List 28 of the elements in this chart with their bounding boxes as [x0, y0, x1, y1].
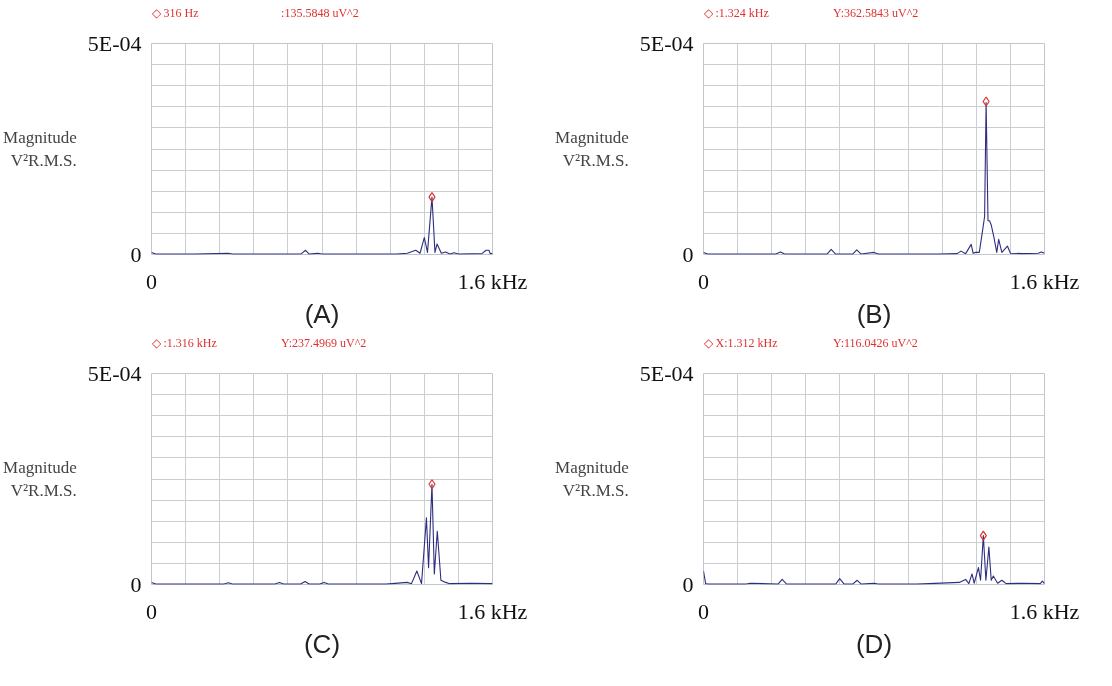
y-tick-label: 5E-04 — [639, 361, 694, 386]
text: Y:237.4969 uV^2 — [281, 336, 367, 351]
text: ◇ :1.324 kHz — [703, 6, 769, 21]
text: ◇ :1.316 kHz — [151, 336, 217, 351]
text: (C) — [303, 628, 341, 659]
text: Y:362.5843 uV^2 — [833, 6, 919, 21]
text: Y:116.0426 uV^2 — [833, 336, 918, 351]
y-tick-label: 5E-04 — [639, 31, 694, 56]
y-tick-label: 0 — [130, 572, 142, 597]
text: (D) — [855, 628, 893, 659]
text: :135.5848 uV^2 — [281, 6, 359, 21]
x-tick-label: 1.6 kHz — [1009, 268, 1080, 294]
y-tick-label: 5E-04 — [87, 361, 142, 386]
x-tick-label: 1.6 kHz — [457, 598, 528, 624]
y-tick-label: 5E-04 — [87, 31, 142, 56]
text: (A) — [304, 298, 340, 329]
text: ◇ X:1.312 kHz — [703, 336, 778, 351]
x-tick-label: 1.6 kHz — [457, 268, 528, 294]
y-axis-title: Magnitude V²R.M.S. — [555, 458, 629, 500]
y-tick-label: 0 — [682, 572, 694, 597]
y-axis-title: Magnitude V²R.M.S. — [3, 458, 77, 500]
y-tick-label: 0 — [130, 242, 142, 267]
text: ◇ 316 Hz — [151, 6, 199, 21]
y-axis-title: Magnitude V²R.M.S. — [555, 128, 629, 170]
y-tick-label: 0 — [682, 242, 694, 267]
y-axis-title: Magnitude V²R.M.S. — [3, 128, 77, 170]
x-tick-label: 1.6 kHz — [1009, 598, 1080, 624]
text: (B) — [856, 298, 892, 329]
